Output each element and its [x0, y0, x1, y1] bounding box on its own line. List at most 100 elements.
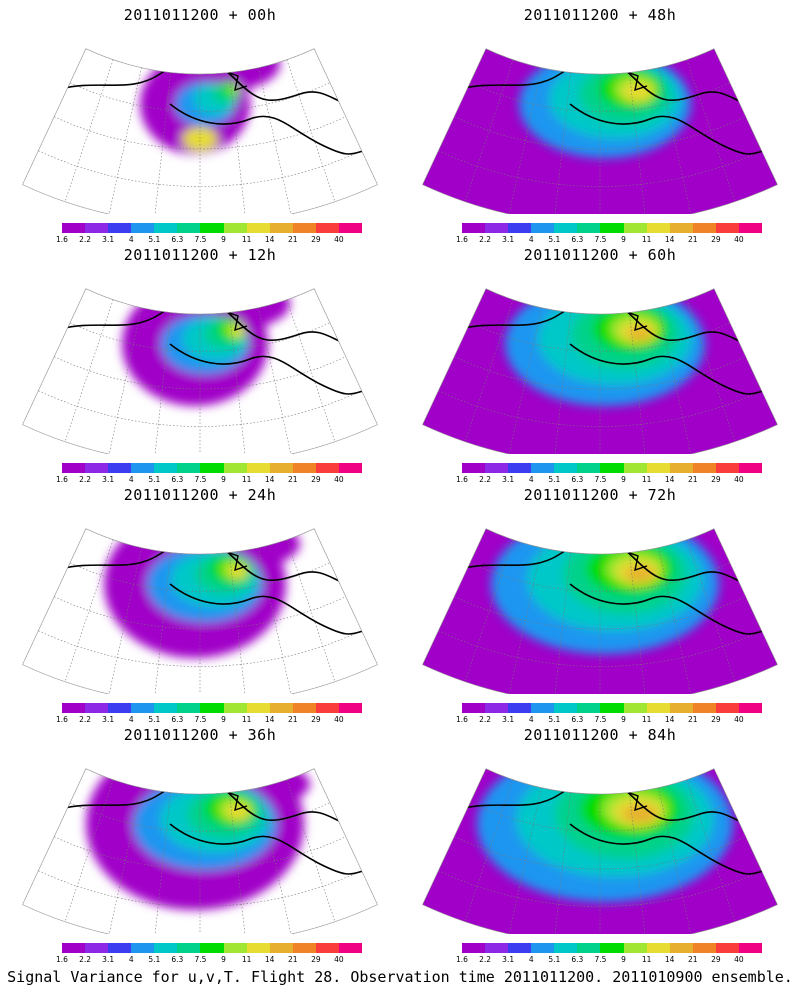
colorbar-swatch	[669, 463, 693, 473]
colorbar-tick-label: 9	[221, 715, 226, 724]
colorbar-swatch	[669, 943, 693, 953]
colorbar-tick-label: 3.1	[102, 235, 115, 244]
colorbar-swatch	[623, 703, 647, 713]
colorbar-swatch	[577, 943, 601, 953]
colorbar-swatch	[462, 943, 486, 953]
colorbar-swatch	[485, 463, 509, 473]
colorbar-swatch	[623, 943, 647, 953]
colorbar-tick-label: 4	[528, 475, 534, 484]
colorbar-tick-label: 29	[311, 475, 321, 484]
variance-map	[22, 768, 378, 934]
colorbar-tick-label: 11	[241, 955, 252, 964]
colorbar-swatch	[462, 703, 486, 713]
colorbar-tick-label: 4	[128, 235, 134, 244]
colorbar-swatch	[131, 943, 155, 953]
colorbar-swatch	[223, 703, 247, 713]
colorbar-tick-label: 6.3	[571, 955, 584, 964]
colorbar-swatch	[269, 943, 293, 953]
colorbar	[62, 223, 363, 233]
colorbar-labels: 1.6 2.2 3.1 4 5.1 6.3 7.5 9 11 14 21 29 40	[452, 715, 772, 725]
colorbar-swatch	[508, 463, 532, 473]
colorbar-swatch	[531, 223, 555, 233]
colorbar-swatch	[131, 463, 155, 473]
colorbar-swatch	[108, 463, 132, 473]
colorbar-tick-label: 5.1	[548, 715, 561, 724]
colorbar-tick-label: 6.3	[171, 715, 184, 724]
colorbar-swatch	[531, 703, 555, 713]
colorbar-tick-label: 2.2	[479, 715, 492, 724]
colorbar-tick-label: 7.5	[194, 475, 207, 484]
variance-map	[422, 48, 778, 214]
colorbar-swatch	[200, 463, 224, 473]
colorbar-swatch	[223, 223, 247, 233]
colorbar-tick-label: 21	[687, 475, 698, 484]
variance-map	[22, 288, 378, 454]
colorbar-swatch	[269, 463, 293, 473]
colorbar-tick-label: 14	[664, 955, 675, 964]
colorbar-tick-label: 6.3	[171, 955, 184, 964]
colorbar-tick-label: 2.2	[479, 235, 492, 244]
colorbar-swatch	[600, 223, 624, 233]
colorbar-tick-label: 40	[334, 475, 344, 484]
colorbar-swatch	[646, 943, 670, 953]
colorbar-swatch	[338, 223, 363, 233]
colorbar	[462, 223, 763, 233]
colorbar-tick-label: 40	[734, 475, 744, 484]
colorbar-swatch	[85, 703, 109, 713]
colorbar-tick-label: 7.5	[594, 235, 607, 244]
colorbar-swatch	[85, 943, 109, 953]
colorbar-swatch	[131, 703, 155, 713]
colorbar-tick-label: 3.1	[102, 475, 115, 484]
panel-title: 2011011200 + 12h	[123, 246, 277, 264]
colorbar-tick-label: 2.2	[79, 235, 92, 244]
colorbar-tick-label: 3.1	[102, 715, 115, 724]
colorbar-tick-label: 5.1	[548, 235, 561, 244]
colorbar-swatch	[246, 703, 270, 713]
colorbar-swatch	[246, 463, 270, 473]
colorbar-tick-label: 5.1	[548, 475, 561, 484]
map-panel: 2011011200 + 00h 1.6 2.2 3.1 4 5.1 6.3 7.5 9 11 14…	[0, 0, 400, 245]
colorbar-swatch	[600, 703, 624, 713]
panel-title: 2011011200 + 84h	[523, 726, 677, 744]
map-panel: 2011011200 + 48h 1.6 2.2 3.1 4 5.1 6.3 7.5 9 11 14…	[400, 0, 800, 245]
colorbar-tick-label: 7.5	[194, 235, 207, 244]
colorbar-tick-label: 4	[128, 715, 134, 724]
colorbar-swatch	[715, 703, 739, 713]
colorbar-swatch	[62, 943, 86, 953]
colorbar-swatch	[508, 703, 532, 713]
panel-title: 2011011200 + 60h	[523, 246, 677, 264]
colorbar-swatch	[269, 703, 293, 713]
colorbar-swatch	[577, 463, 601, 473]
colorbar-swatch	[246, 223, 270, 233]
colorbar-tick-label: 7.5	[594, 475, 607, 484]
colorbar-labels: 1.6 2.2 3.1 4 5.1 6.3 7.5 9 11 14 21 29 40	[452, 475, 772, 485]
panel-title: 2011011200 + 48h	[523, 6, 677, 24]
colorbar-tick-label: 40	[334, 955, 344, 964]
colorbar-tick-label: 21	[687, 955, 698, 964]
colorbar-swatch	[292, 223, 316, 233]
colorbar-swatch	[646, 463, 670, 473]
colorbar-tick-label: 21	[287, 235, 298, 244]
colorbar-swatch	[200, 943, 224, 953]
colorbar-swatch	[338, 943, 363, 953]
variance-map	[22, 528, 378, 694]
colorbar-tick-label: 1.6	[456, 955, 468, 964]
colorbar-tick-label: 4	[528, 955, 534, 964]
colorbar-swatch	[154, 943, 178, 953]
colorbar-swatch	[315, 703, 339, 713]
colorbar-swatch	[315, 463, 339, 473]
colorbar-tick-label: 11	[641, 475, 652, 484]
colorbar	[462, 463, 763, 473]
colorbar-swatch	[177, 463, 201, 473]
map-panel: 2011011200 + 60h 1.6 2.2 3.1 4 5.1 6.3 7.5 9 11 14…	[400, 240, 800, 485]
colorbar-tick-label: 3.1	[502, 715, 515, 724]
colorbar-tick-label: 6.3	[571, 475, 584, 484]
colorbar-labels: 1.6 2.2 3.1 4 5.1 6.3 7.5 9 11 14 21 29 40	[52, 475, 372, 485]
colorbar-swatch	[108, 943, 132, 953]
colorbar-tick-label: 14	[264, 475, 275, 484]
colorbar-tick-label: 1.6	[456, 715, 468, 724]
colorbar-swatch	[85, 463, 109, 473]
colorbar-tick-label: 6.3	[571, 235, 584, 244]
map-panel: 2011011200 + 36h 1.6 2.2 3.1 4 5.1 6.3 7.5 9 11 14…	[0, 720, 400, 965]
colorbar	[62, 943, 363, 953]
